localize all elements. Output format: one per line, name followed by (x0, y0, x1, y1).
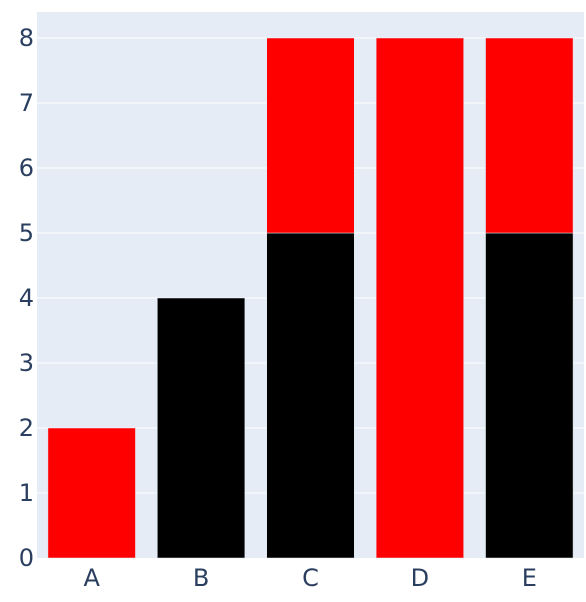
y-tick-label-8: 8 (19, 24, 34, 52)
bars (47, 37, 574, 559)
y-tick-label-6: 6 (19, 154, 34, 182)
x-tick-label-a: A (83, 564, 100, 592)
y-tick-label-0: 0 (19, 544, 34, 572)
y-tick-label-4: 4 (19, 284, 34, 312)
bar-e-series-1 (485, 37, 574, 234)
bar-d-series-1 (375, 37, 464, 559)
x-tick-label-d: D (411, 564, 429, 592)
bar-a-series-1 (47, 427, 136, 559)
bar-c-series-0 (266, 232, 355, 559)
bar-e-series-0 (485, 232, 574, 559)
y-tick-label-3: 3 (19, 349, 34, 377)
x-tick-label-e: E (522, 564, 537, 592)
x-tick-label-c: C (302, 564, 319, 592)
y-tick-label-7: 7 (19, 89, 34, 117)
x-axis-ticks: A B C D E (83, 564, 536, 592)
bar-b-series-0 (157, 297, 246, 559)
y-axis-ticks: 0 1 2 3 4 5 6 7 8 (19, 24, 34, 572)
x-tick-label-b: B (193, 564, 209, 592)
y-tick-label-1: 1 (19, 479, 34, 507)
bar-c-series-1 (266, 37, 355, 234)
y-tick-label-5: 5 (19, 219, 34, 247)
y-tick-label-2: 2 (19, 414, 34, 442)
